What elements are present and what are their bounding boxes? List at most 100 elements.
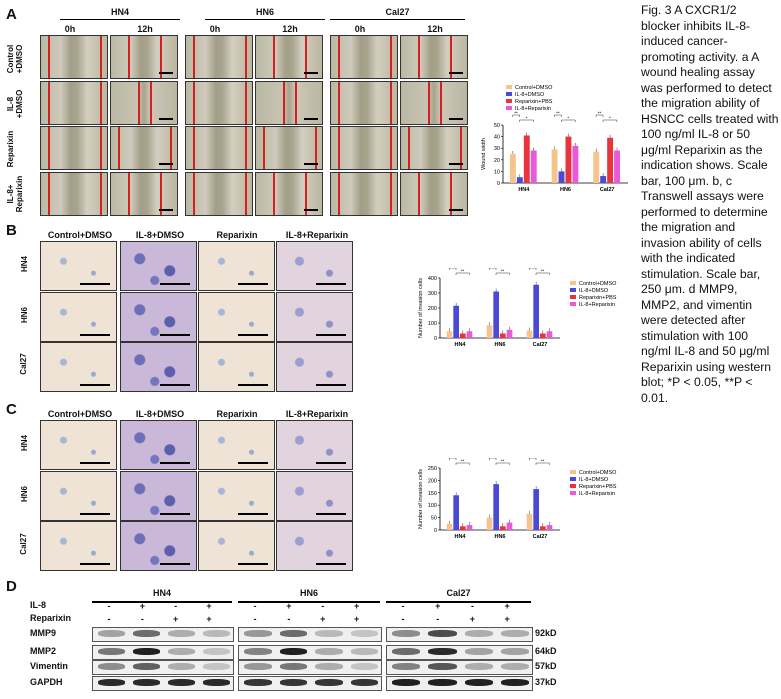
wound-image	[255, 35, 323, 79]
y-tick-label: 10	[494, 169, 500, 175]
reparixin-sign: -	[287, 614, 291, 624]
legend-label: IL-8+DMSO	[579, 288, 609, 294]
legend-label: IL-8+Reparixin	[579, 491, 615, 497]
reparixin-sign: +	[320, 614, 326, 624]
panel-c-row-cal27: Cal27	[19, 533, 28, 555]
scale-bar	[160, 334, 190, 336]
wb-cellline-0: HN4	[152, 588, 171, 598]
legend-label: Reparixin+PBS	[579, 295, 617, 301]
wound-edge-line	[390, 127, 392, 169]
wound-image	[40, 172, 108, 216]
significance-bracket	[535, 272, 550, 275]
scale-bar	[159, 163, 173, 165]
wound-edge-line	[428, 82, 430, 124]
blot-band	[98, 663, 125, 670]
legend-swatch	[506, 85, 512, 89]
protein-label: GAPDH	[30, 677, 63, 687]
blot-strip	[238, 676, 382, 691]
wound-edge-line	[338, 82, 340, 124]
legend-label: Reparixin+PBS	[579, 484, 617, 490]
wound-edge-line	[193, 173, 195, 215]
scale-bar	[304, 72, 318, 74]
significance-mark: **	[461, 459, 465, 464]
wound-edge-line	[390, 36, 392, 78]
wound-edge-line	[128, 173, 130, 215]
y-tick-label: 200	[428, 306, 437, 312]
bar	[486, 325, 493, 338]
legend-swatch	[570, 484, 576, 488]
transwell-image	[40, 420, 117, 470]
transwell-image	[198, 420, 275, 470]
wound-image	[40, 81, 108, 125]
y-tick-label: 50	[494, 123, 500, 129]
molecular-weight-label: 57kD	[535, 661, 557, 671]
significance-bracket	[449, 458, 457, 460]
wound-edge-line	[48, 173, 50, 215]
bar	[523, 135, 530, 183]
transwell-image	[120, 292, 197, 342]
wound-image	[400, 35, 468, 79]
scale-bar	[80, 513, 110, 515]
panel-label-a: A	[6, 6, 17, 23]
scale-bar	[160, 384, 190, 386]
y-axis-label: Number of invasion cells	[418, 469, 424, 529]
blot-band	[244, 679, 272, 686]
wound-image	[400, 126, 468, 170]
molecular-weight-label: 92kD	[535, 628, 557, 638]
wound-edge-line	[305, 173, 307, 215]
bar	[493, 291, 499, 338]
significance-bracket	[495, 462, 510, 465]
blot-band	[315, 630, 343, 637]
blot-band	[203, 663, 230, 670]
molecular-weight-label: 37kD	[535, 677, 557, 687]
bar	[506, 522, 513, 530]
panel-a-cellline-hn4: HN4	[110, 7, 129, 17]
scale-bar	[316, 334, 346, 336]
wound-edge-line	[160, 36, 162, 78]
reparixin-sign: +	[504, 614, 510, 624]
molecular-weight-label: 64kD	[535, 646, 557, 656]
legend-label: IL-8+DMSO	[515, 92, 545, 98]
panel-c-col-il8-reparixin: IL-8+Reparixin	[285, 409, 349, 419]
bar	[533, 284, 539, 338]
scale-bar	[316, 513, 346, 515]
scale-bar	[80, 334, 110, 336]
blot-band	[244, 630, 272, 637]
legend-label: IL-8+Reparixin	[579, 302, 615, 308]
bar	[526, 513, 533, 530]
wound-edge-line	[418, 173, 420, 215]
significance-bracket	[489, 268, 497, 270]
x-tick-label: HN6	[560, 187, 571, 193]
bar	[509, 154, 516, 183]
blot-band	[392, 679, 421, 686]
scale-bar	[159, 118, 173, 120]
x-tick-label: Cal27	[533, 534, 548, 540]
scale-bar	[80, 563, 110, 565]
y-tick-label: 30	[494, 146, 500, 152]
panel-a-row-reparixin: Reparixin	[6, 130, 15, 168]
scale-bar	[160, 513, 190, 515]
wound-edge-line	[283, 82, 285, 124]
wound-image	[110, 35, 178, 79]
blot-band	[392, 648, 421, 655]
blot-band	[133, 663, 160, 670]
significance-mark: **	[514, 111, 518, 116]
il8-sign: +	[504, 601, 510, 611]
bar	[516, 177, 523, 183]
blot-strip	[386, 627, 533, 642]
blot-band	[315, 648, 343, 655]
wound-image	[330, 81, 398, 125]
y-tick-label: 0	[434, 336, 437, 342]
transwell-image	[198, 521, 275, 571]
significance-mark: **	[491, 268, 495, 269]
wound-image	[330, 35, 398, 79]
reparixin-sign: -	[436, 614, 440, 624]
panel-a-row-control: Control +DMSO	[6, 44, 24, 74]
scale-bar	[238, 384, 268, 386]
il8-sign: -	[401, 601, 405, 611]
transwell-image	[198, 241, 275, 291]
blot-band	[500, 679, 529, 686]
transwell-image	[276, 471, 353, 521]
significance-bracket	[529, 268, 537, 270]
significance-mark: **	[451, 458, 455, 459]
